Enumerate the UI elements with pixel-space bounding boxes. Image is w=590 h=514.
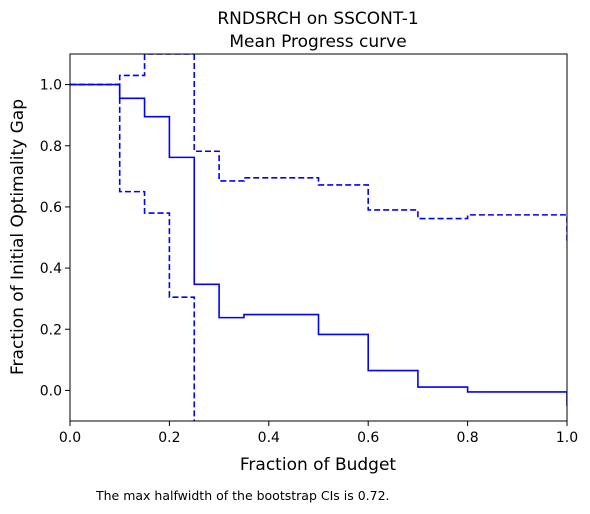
y-tick-label: 0.8 (40, 139, 62, 155)
x-tick-label: 0.2 (158, 430, 180, 446)
chart-subtitle: Mean Progress curve (229, 32, 406, 52)
y-tick-label: 0.4 (40, 261, 62, 277)
ci-bound-line-3 (70, 83, 196, 421)
x-tick-label: 1.0 (556, 430, 578, 446)
series-layer (70, 54, 567, 421)
ci-bound-line-2 (193, 54, 567, 244)
x-tick-label: 0.6 (357, 430, 379, 446)
y-tick-label: 1.0 (40, 78, 62, 94)
x-axis-label: Fraction of Budget (240, 455, 397, 475)
ci-bound-line-1 (70, 54, 195, 86)
x-axis: 0.0 0.2 0.4 0.6 0.8 1.0 (59, 421, 578, 446)
y-tick-label: 0.2 (40, 322, 62, 338)
y-axis-label: Fraction of Initial Optimality Gap (8, 99, 28, 375)
mean-progress-line-0 (70, 83, 567, 406)
x-tick-label: 0.8 (456, 430, 478, 446)
y-axis: 0.0 0.2 0.4 0.6 0.8 1.0 (40, 78, 70, 399)
y-tick-label: 0.0 (40, 383, 62, 399)
bootstrap-ci-note: The max halfwidth of the bootstrap CIs i… (96, 488, 390, 503)
y-tick-label: 0.6 (40, 200, 62, 216)
x-tick-label: 0.4 (258, 430, 280, 446)
chart-title: RNDSRCH on SSCONT-1 (217, 9, 418, 29)
x-tick-label: 0.0 (59, 430, 81, 446)
plot-frame (69, 53, 568, 422)
